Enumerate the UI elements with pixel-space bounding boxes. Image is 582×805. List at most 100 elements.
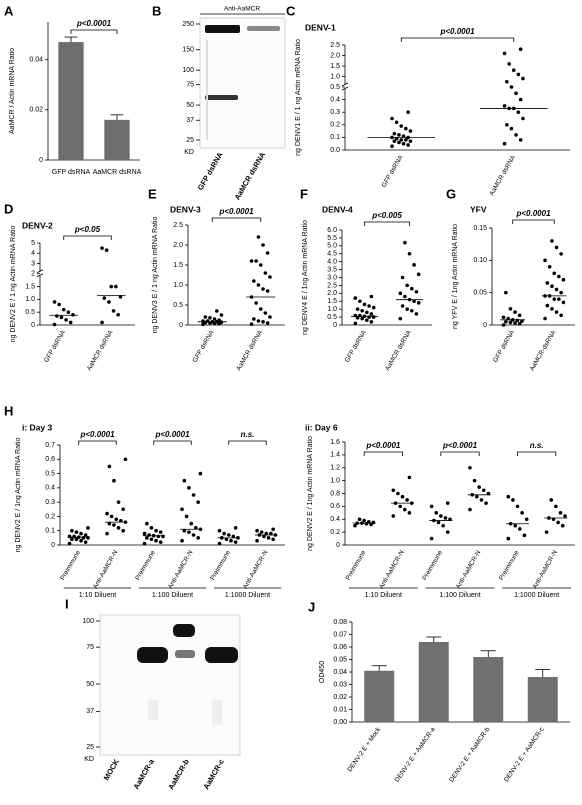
data-point [256, 283, 261, 287]
data-point [100, 246, 104, 250]
y-tick-label: 5.5 [327, 235, 337, 242]
significance-bracket [517, 451, 557, 456]
x-tick-label: DENV-2 E + AaMCR-c [503, 726, 546, 784]
y-tick-label: 1.5 [330, 63, 340, 70]
data-point [360, 316, 365, 321]
data-point [217, 541, 222, 546]
data-point [261, 320, 265, 324]
group-label: 1:10 Diluent [365, 592, 402, 599]
y-tick-label: 0.4 [330, 96, 340, 103]
data-point [81, 536, 86, 540]
y-tick-label: 0.7 [45, 442, 55, 449]
data-point [229, 538, 233, 543]
panel-label: I [65, 596, 69, 611]
data-point [397, 133, 401, 137]
significance-bracket [400, 37, 515, 42]
data-point [187, 530, 191, 534]
y-tick-label: 2.5 [330, 42, 340, 49]
data-point [353, 523, 357, 528]
data-point [74, 530, 79, 534]
data-point [265, 321, 270, 325]
data-point [67, 541, 72, 546]
y-tick-label: 5.0 [327, 243, 337, 250]
y-tick-label: 0 [31, 322, 35, 329]
x-tick-label: DENV-2 E + AaMCR-b [448, 726, 491, 784]
data-point [182, 478, 187, 483]
significance-label: p<0.0001 [515, 209, 551, 218]
data-point [400, 494, 405, 499]
axis-break [36, 269, 44, 274]
data-point [410, 286, 414, 291]
data-point [79, 531, 83, 536]
bar [58, 42, 84, 161]
data-point [79, 538, 83, 543]
data-point [429, 504, 434, 509]
marker-label: 75 [186, 81, 194, 88]
data-point [67, 534, 72, 539]
data-point [400, 304, 405, 308]
y-tick-label: 3.0 [327, 274, 337, 281]
data-point [249, 322, 254, 327]
y-tick-label: 5 [31, 240, 35, 247]
y-tick-label: 2 [31, 271, 35, 278]
y-axis-label: ng DENV3 E / 1 ng Actin mRNA Ratio [152, 217, 159, 334]
data-point [559, 252, 563, 256]
marker-label: 100 [182, 67, 194, 74]
bar [418, 642, 449, 722]
marker-unit: KD [184, 149, 194, 156]
data-point [563, 514, 567, 518]
significance-label: p<0.005 [371, 211, 402, 220]
data-point [145, 536, 149, 540]
bar [527, 677, 558, 722]
data-point [504, 319, 508, 324]
data-point [550, 307, 554, 311]
data-point [83, 533, 88, 537]
y-axis-label: ng DENV2 E / 1ng Actin mRNA Ratio [15, 438, 22, 553]
data-point [233, 540, 238, 544]
y-tick-label: 4 [31, 250, 35, 257]
data-point [102, 296, 107, 300]
marker-label: 37 [86, 708, 94, 715]
y-tick-label: 0.5 [45, 470, 55, 477]
data-point [403, 294, 407, 299]
blot-b-image [199, 17, 286, 149]
data-point [142, 541, 147, 546]
marker-label: 37 [186, 117, 194, 124]
data-point [520, 511, 524, 515]
data-point [154, 528, 158, 533]
y-tick-label: 0.04 [29, 56, 43, 63]
significance-label: p<0.0001 [365, 441, 401, 450]
data-point [521, 76, 525, 81]
data-point [511, 498, 515, 502]
x-tick-label: Anti-AaMCR-N [378, 549, 406, 590]
data-point [86, 536, 90, 540]
data-point [59, 315, 64, 320]
data-point [412, 299, 416, 304]
data-point [392, 131, 397, 136]
data-point [158, 530, 163, 534]
y-tick-label: 4.0 [327, 259, 337, 266]
data-point [554, 287, 559, 292]
data-point [552, 297, 557, 301]
data-point [263, 271, 268, 275]
x-tick-label: GFP dsRNA [43, 329, 67, 364]
y-tick-label: 1.0 [173, 282, 183, 289]
significance-bracket [363, 451, 403, 456]
y-axis-label: AaMCR / Actin mRNA Ratio [9, 48, 16, 134]
y-tick-label: 1.5 [327, 298, 337, 305]
data-point [390, 144, 394, 149]
data-point [263, 311, 268, 315]
data-point [369, 320, 374, 324]
data-point [371, 315, 376, 319]
data-point [508, 320, 513, 325]
data-point [121, 507, 125, 512]
data-point [71, 312, 75, 317]
y-tick-label: 1.0 [330, 73, 340, 80]
data-point [353, 296, 358, 300]
chart-title: DENV-4 [322, 204, 353, 214]
y-tick-label: 4.5 [327, 251, 337, 258]
data-point [468, 465, 472, 470]
data-point [408, 129, 413, 133]
data-point [514, 91, 518, 96]
data-point [233, 526, 238, 530]
